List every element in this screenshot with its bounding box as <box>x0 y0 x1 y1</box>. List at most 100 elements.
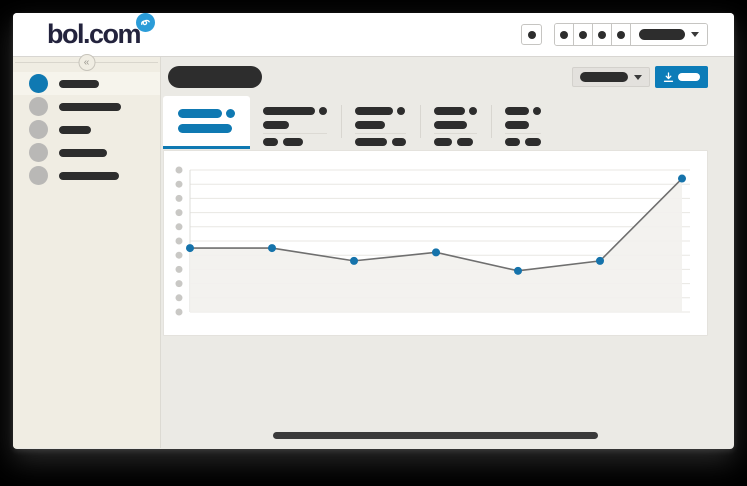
data-point-3 <box>350 257 358 265</box>
tab-1[interactable] <box>163 96 250 149</box>
dot-placeholder-icon <box>528 31 536 39</box>
header-group-button-4[interactable] <box>612 24 631 45</box>
tab-4[interactable] <box>421 96 492 149</box>
horizontal-scrollbar-thumb[interactable] <box>273 432 598 439</box>
tab-sub-bar <box>525 138 541 146</box>
tab-value-placeholder-row <box>505 121 541 129</box>
header-group-button-3[interactable] <box>593 24 612 45</box>
data-point-1 <box>186 244 194 252</box>
tab-sub-bar <box>505 138 520 146</box>
tab-label-placeholder-row <box>434 107 477 115</box>
sidebar-item-2[interactable] <box>13 95 160 118</box>
data-point-6 <box>596 257 604 265</box>
account-dropdown[interactable] <box>631 24 707 45</box>
tab-sub-placeholder-row <box>263 138 327 146</box>
tab-value-placeholder-row <box>355 121 406 129</box>
data-point-7 <box>678 175 686 183</box>
y-tick-placeholder-dot <box>176 294 183 301</box>
tab-divider-line <box>263 133 327 134</box>
page-title-placeholder <box>168 66 262 88</box>
tab-label-placeholder-row <box>355 107 406 115</box>
y-tick-placeholder-dot <box>176 252 183 259</box>
sidebar-item-label-placeholder <box>59 126 91 134</box>
y-tick-placeholder-dot <box>176 266 183 273</box>
tab-value-bar <box>434 121 467 129</box>
tab-value-placeholder-row <box>263 121 327 129</box>
sidebar-item-label-placeholder <box>59 149 107 157</box>
header-controls <box>521 23 708 46</box>
dot-placeholder-icon <box>579 31 587 39</box>
data-point-2 <box>268 244 276 252</box>
data-point-4 <box>432 248 440 256</box>
tab-label-placeholder-row <box>178 109 250 118</box>
main-content <box>161 57 734 448</box>
sidebar-nav <box>13 72 160 187</box>
sidebar-item-5[interactable] <box>13 164 160 187</box>
line-chart <box>164 151 707 335</box>
top-header: bol.com <box>13 13 734 57</box>
content-actions <box>572 66 708 88</box>
tab-label-bar <box>263 107 315 115</box>
tab-label-bar <box>505 107 529 115</box>
content-toolbar <box>168 66 708 88</box>
tab-badge-dot-icon <box>533 107 541 115</box>
y-tick-placeholder-dot <box>176 223 183 230</box>
collapse-sidebar-button[interactable]: « <box>78 54 95 71</box>
y-tick-placeholder-dot <box>176 280 183 287</box>
tab-label-placeholder-row <box>505 107 541 115</box>
sidebar-item-4[interactable] <box>13 141 160 164</box>
sidebar-item-1[interactable] <box>13 72 160 95</box>
tab-badge-dot-icon <box>469 107 477 115</box>
y-tick-placeholder-dot <box>176 209 183 216</box>
tab-value-bar <box>263 121 289 129</box>
tab-sub-bar <box>283 138 303 146</box>
filter-dropdown[interactable] <box>572 67 650 87</box>
sidebar-divider: « <box>15 62 158 72</box>
tab-value-placeholder-row <box>434 121 477 129</box>
tab-label-bar <box>434 107 465 115</box>
tab-value-bar <box>355 121 385 129</box>
tab-value-placeholder-row <box>178 124 250 133</box>
sidebar-item-bullet-icon <box>29 97 48 116</box>
tab-label-bar <box>178 109 222 118</box>
dot-placeholder-icon <box>598 31 606 39</box>
header-single-button[interactable] <box>521 24 542 45</box>
download-icon <box>663 72 674 83</box>
sidebar-item-label-placeholder <box>59 103 121 111</box>
dot-placeholder-icon <box>617 31 625 39</box>
sidebar-item-bullet-icon <box>29 143 48 162</box>
sidebar-item-label-placeholder <box>59 80 99 88</box>
tab-value-bar <box>505 121 529 129</box>
bolcom-logo-text: bol.com <box>47 19 140 49</box>
chevron-down-icon <box>634 75 642 80</box>
download-button[interactable] <box>655 66 708 88</box>
tab-sub-placeholder-row <box>434 138 477 146</box>
bolcom-logo: bol.com <box>47 21 140 48</box>
tab-sub-bar <box>263 138 278 146</box>
header-group-button-2[interactable] <box>574 24 593 45</box>
swirl-icon <box>136 13 155 32</box>
y-tick-placeholder-dot <box>176 195 183 202</box>
tab-sub-placeholder-row <box>505 138 541 146</box>
dot-placeholder-icon <box>560 31 568 39</box>
tab-sub-bar <box>457 138 473 146</box>
tab-5[interactable] <box>492 96 556 149</box>
tab-value-bar <box>178 124 232 133</box>
app-window: bol.com « <box>13 13 734 449</box>
active-tab-underline <box>163 146 250 149</box>
tab-divider-line <box>505 133 541 134</box>
tab-2[interactable] <box>250 96 342 149</box>
sidebar-item-bullet-icon <box>29 74 48 93</box>
sidebar-item-3[interactable] <box>13 118 160 141</box>
tab-sub-bar <box>355 138 387 146</box>
y-tick-placeholder-dot <box>176 309 183 316</box>
sidebar-item-bullet-icon <box>29 166 48 185</box>
tab-badge-dot-icon <box>319 107 327 115</box>
filter-label-placeholder <box>580 72 628 82</box>
tab-3[interactable] <box>342 96 421 149</box>
tab-sub-bar <box>392 138 406 146</box>
sidebar-item-label-placeholder <box>59 172 119 180</box>
tab-label-bar <box>355 107 393 115</box>
header-group-button-1[interactable] <box>555 24 574 45</box>
tab-badge-dot-icon <box>226 109 235 118</box>
